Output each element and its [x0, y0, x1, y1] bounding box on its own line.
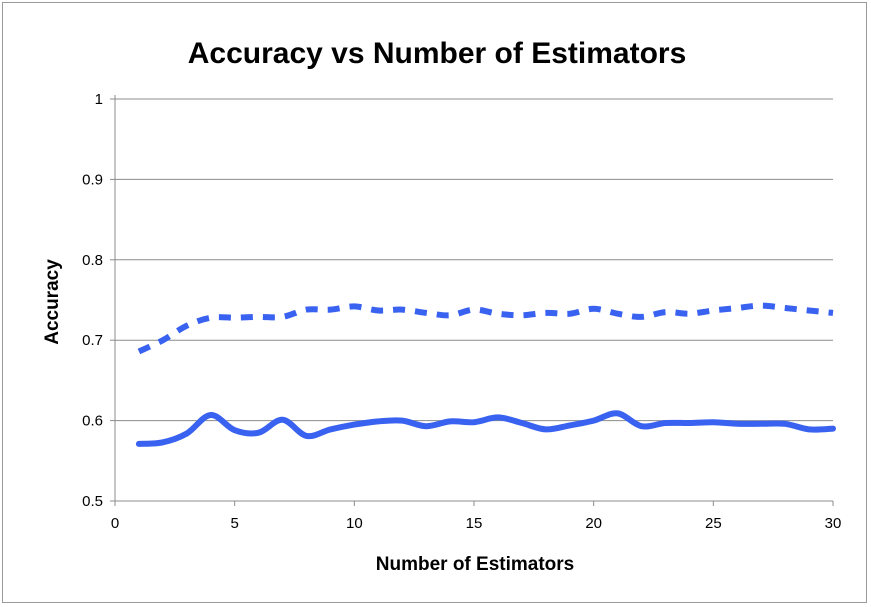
series-1-point-28 [808, 428, 810, 430]
series-1-point-25 [736, 423, 738, 425]
series-1-point-20 [617, 412, 619, 414]
series-1-point-6 [282, 419, 284, 421]
series-0-point-5 [258, 316, 260, 318]
series-1-point-19 [593, 420, 595, 422]
series-0-point-25 [736, 307, 738, 309]
series-0-point-26 [760, 305, 762, 307]
series-0-point-22 [665, 311, 667, 313]
series-0-point-14 [473, 309, 475, 311]
series-0-point-24 [712, 310, 714, 312]
series-1-point-2 [186, 433, 188, 435]
series-1-point-1 [162, 441, 164, 443]
series-1-point-22 [665, 422, 667, 424]
series-0-point-17 [545, 312, 547, 314]
series-0-point-3 [210, 317, 212, 319]
series-1-point-17 [545, 428, 547, 430]
series-line-solid [135, 410, 836, 447]
series-0-point-20 [617, 313, 619, 315]
x-tick-label-6: 30 [825, 515, 842, 532]
series-0-point-1 [162, 339, 164, 341]
y-tick-label-4: 0.9 [82, 171, 103, 188]
series-0-point-7 [306, 309, 308, 311]
y-tick-label-0: 0.5 [82, 493, 103, 510]
y-tick-label-1: 0.6 [82, 413, 103, 430]
series-1-point-8 [329, 428, 331, 430]
series-0-point-15 [497, 313, 499, 315]
x-axis-title: Number of Estimators [376, 554, 574, 575]
series-0-point-23 [688, 313, 690, 315]
chart-svg: Accuracy vs Number of Estimators 0.5 0.6 0… [42, 37, 841, 575]
x-tick-label-4: 20 [585, 515, 602, 532]
series-0-point-9 [353, 305, 355, 307]
y-tick-label-2: 0.7 [82, 332, 103, 349]
y-tick-label-5: 1 [95, 91, 103, 108]
x-tick-label-2: 10 [346, 515, 363, 532]
series-1-point-0 [138, 443, 140, 445]
series-line-dashed [137, 302, 834, 355]
series-0-point-28 [808, 310, 810, 312]
series-1-point-4 [234, 429, 236, 431]
series-0-point-13 [449, 314, 451, 316]
series-1-point-10 [377, 420, 379, 422]
series-1-point-5 [258, 432, 260, 434]
series-0-point-19 [593, 308, 595, 310]
series-1-point-23 [688, 422, 690, 424]
x-tick-label-1: 5 [230, 515, 238, 532]
chart-title: Accuracy vs Number of Estimators [188, 37, 687, 70]
series-0-point-11 [401, 309, 403, 311]
series-1-point-16 [521, 422, 523, 424]
x-tick-label-3: 15 [466, 515, 483, 532]
y-tick-label-3: 0.8 [82, 252, 103, 269]
series-0-point-21 [641, 316, 643, 318]
series-0-point-12 [425, 312, 427, 314]
series-0-point-4 [234, 317, 236, 319]
series-1-point-26 [760, 423, 762, 425]
series-1-point-18 [569, 424, 571, 426]
series-1-point-13 [449, 420, 451, 422]
series-1-point-24 [712, 421, 714, 423]
grid-lines [115, 98, 833, 422]
x-tick-label-5: 25 [705, 515, 722, 532]
axes [110, 95, 834, 506]
series-0-point-0 [138, 351, 140, 353]
series-0-point-10 [377, 310, 379, 312]
series-1-point-12 [425, 425, 427, 427]
series-0-point-29 [832, 312, 834, 314]
x-tick-label-0: 0 [111, 515, 119, 532]
series-1-point-11 [401, 420, 403, 422]
series-1-point-7 [306, 435, 308, 437]
series-0-point-6 [282, 316, 284, 318]
series-0-point-27 [784, 307, 786, 309]
series-1-point-27 [784, 423, 786, 425]
series-1-point-21 [641, 425, 643, 427]
series-lines [135, 302, 836, 447]
series-1-point-3 [210, 414, 212, 416]
series-0-point-8 [329, 309, 331, 311]
tick-labels: 0.50.60.70.80.910 5 10 15 20 25 30 [82, 91, 841, 532]
series-1-point-9 [353, 424, 355, 426]
series-0-point-2 [186, 325, 188, 327]
series-1-point-29 [832, 428, 834, 430]
series-1-point-14 [473, 421, 475, 423]
series-0-point-16 [521, 314, 523, 316]
series-0-point-18 [569, 313, 571, 315]
y-axis-title: Accuracy [42, 259, 63, 345]
series-1-point-15 [497, 416, 499, 418]
